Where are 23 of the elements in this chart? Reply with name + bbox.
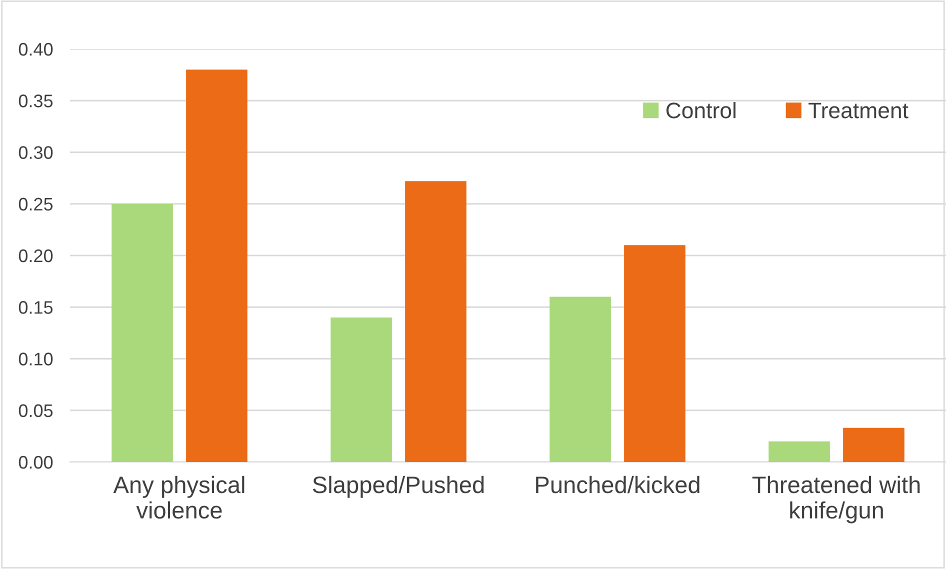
bar bbox=[405, 181, 466, 462]
y-tick-label: 0.40 bbox=[18, 42, 53, 56]
x-tick-label: Any physical violence bbox=[113, 476, 244, 519]
y-tick-label: 0.15 bbox=[18, 301, 53, 314]
y-tick-label: 0.25 bbox=[18, 198, 53, 211]
y-tick-label: 0.05 bbox=[18, 404, 53, 418]
bar bbox=[843, 428, 904, 462]
legend-label: Control bbox=[666, 102, 736, 118]
x-tick-label: Slapped/Pushed bbox=[312, 476, 484, 498]
y-tick-label: 0.00 bbox=[18, 456, 53, 469]
bar bbox=[186, 70, 248, 462]
legend-label: Treatment bbox=[808, 102, 908, 118]
bar bbox=[624, 245, 686, 462]
bar bbox=[112, 204, 173, 462]
y-tick-label: 0.35 bbox=[18, 94, 53, 108]
y-tick-label: 0.10 bbox=[18, 352, 53, 366]
x-tick-label: Punched/kicked bbox=[536, 476, 700, 494]
x-tick-label: Threatened with knife/gun bbox=[752, 476, 920, 524]
y-tick-label: 0.20 bbox=[18, 249, 53, 262]
bar bbox=[768, 441, 830, 462]
bar bbox=[550, 296, 611, 462]
bar bbox=[330, 317, 392, 462]
y-tick-label: 0.30 bbox=[18, 146, 53, 159]
